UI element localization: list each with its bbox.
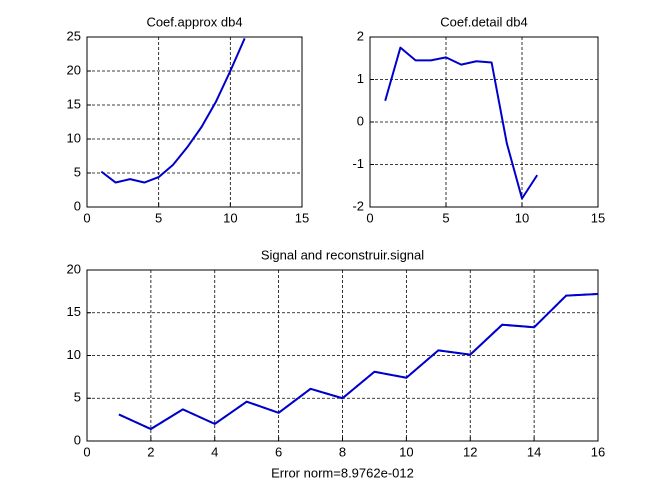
x-tick-label: 4 <box>211 444 218 459</box>
y-tick-label: 1 <box>357 71 364 86</box>
x-tick-label: 10 <box>515 210 529 225</box>
y-tick-label: 15 <box>67 304 81 319</box>
y-tick-label: 25 <box>67 28 81 43</box>
chart-title: Coef.approx db4 <box>146 14 242 29</box>
y-tick-label: 20 <box>67 261 81 276</box>
y-tick-label: -1 <box>352 156 364 171</box>
x-tick-label: 8 <box>339 444 346 459</box>
y-tick-label: 2 <box>357 28 364 43</box>
x-tick-label: 10 <box>399 444 413 459</box>
y-tick-label: 5 <box>74 390 81 405</box>
y-tick-label: -2 <box>352 198 364 213</box>
x-tick-label: 16 <box>591 444 605 459</box>
x-tick-label: 15 <box>591 210 605 225</box>
x-axis-label: Error norm=8.9762e-012 <box>271 465 414 480</box>
y-tick-label: 0 <box>74 198 81 213</box>
x-tick-label: 5 <box>155 210 162 225</box>
x-tick-label: 15 <box>295 210 309 225</box>
plot-frame <box>369 36 599 208</box>
data-line <box>100 37 246 184</box>
x-tick-label: 0 <box>83 444 90 459</box>
x-tick-label: 5 <box>442 210 449 225</box>
x-tick-label: 10 <box>223 210 237 225</box>
y-tick-label: 5 <box>74 164 81 179</box>
chart-title: Signal and reconstruir.signal <box>261 247 424 262</box>
plot-frame <box>86 269 599 442</box>
x-tick-label: 12 <box>463 444 477 459</box>
x-tick-label: 14 <box>527 444 541 459</box>
x-tick-label: 2 <box>147 444 154 459</box>
x-tick-label: 0 <box>83 210 90 225</box>
y-tick-label: 10 <box>67 347 81 362</box>
y-tick-label: 10 <box>67 130 81 145</box>
y-tick-label: 15 <box>67 96 81 111</box>
x-tick-label: 6 <box>275 444 282 459</box>
plot-frame <box>86 36 303 208</box>
y-tick-label: 0 <box>357 113 364 128</box>
chart-title: Coef.detail db4 <box>440 14 527 29</box>
y-tick-label: 20 <box>67 62 81 77</box>
y-tick-label: 0 <box>74 432 81 447</box>
plot-area <box>87 37 302 207</box>
data-line <box>118 293 599 430</box>
data-line <box>384 46 539 200</box>
x-tick-label: 0 <box>366 210 373 225</box>
